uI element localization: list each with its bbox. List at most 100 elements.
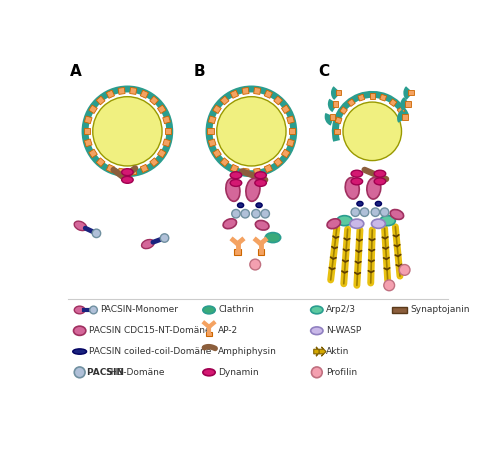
Bar	[206, 331, 212, 336]
Ellipse shape	[226, 178, 240, 202]
Bar	[287, 139, 294, 147]
Ellipse shape	[371, 219, 386, 228]
Bar	[163, 116, 170, 124]
Text: Synaptojanin: Synaptojanin	[410, 305, 470, 314]
Text: Arp2/3: Arp2/3	[326, 305, 356, 314]
Ellipse shape	[265, 233, 281, 243]
Bar	[157, 149, 166, 158]
Ellipse shape	[74, 306, 85, 314]
Bar	[96, 158, 105, 167]
Text: PACSIN coiled-coil-Domäne: PACSIN coiled-coil-Domäne	[89, 347, 211, 356]
Bar	[150, 158, 158, 167]
Polygon shape	[313, 347, 321, 356]
Bar	[258, 249, 264, 254]
Bar	[336, 90, 341, 95]
Bar	[230, 164, 238, 173]
Circle shape	[232, 210, 240, 218]
Bar	[380, 94, 387, 101]
Ellipse shape	[255, 179, 267, 186]
Bar	[348, 99, 355, 107]
Ellipse shape	[255, 172, 267, 179]
Circle shape	[217, 97, 286, 166]
Bar	[208, 116, 216, 124]
Bar	[163, 139, 170, 147]
Bar	[405, 101, 411, 107]
Bar	[254, 168, 261, 175]
Circle shape	[343, 102, 402, 160]
Bar	[335, 117, 342, 124]
Bar	[281, 105, 290, 114]
Bar	[397, 107, 405, 114]
Bar	[208, 128, 214, 135]
Circle shape	[399, 264, 410, 275]
Ellipse shape	[380, 216, 395, 226]
Text: B: B	[194, 64, 205, 79]
Bar	[106, 164, 114, 173]
Ellipse shape	[327, 219, 341, 228]
Bar	[340, 107, 347, 114]
Bar	[358, 94, 365, 101]
Circle shape	[160, 234, 169, 242]
Circle shape	[384, 280, 395, 291]
Bar	[234, 249, 240, 254]
Text: SH3-Domäne: SH3-Domäne	[106, 368, 165, 377]
Bar	[106, 90, 114, 98]
Polygon shape	[319, 347, 326, 356]
Circle shape	[241, 210, 249, 218]
Text: A: A	[71, 64, 82, 79]
Text: Amphiphysin: Amphiphysin	[218, 347, 277, 356]
Bar	[389, 99, 397, 107]
Bar	[408, 90, 414, 95]
Bar	[392, 307, 407, 313]
Text: C: C	[319, 64, 330, 79]
Bar	[213, 105, 221, 114]
Text: Aktin: Aktin	[326, 347, 349, 356]
Bar	[289, 128, 295, 135]
Ellipse shape	[375, 202, 382, 206]
Ellipse shape	[345, 177, 359, 199]
Bar	[242, 87, 249, 94]
Ellipse shape	[246, 178, 260, 202]
Text: PACSIN: PACSIN	[87, 368, 128, 377]
Circle shape	[74, 367, 85, 378]
Bar	[130, 87, 137, 94]
Circle shape	[92, 229, 101, 237]
Ellipse shape	[357, 202, 363, 206]
Ellipse shape	[142, 239, 154, 249]
Bar	[140, 90, 149, 98]
Ellipse shape	[121, 177, 133, 183]
Text: N-WASP: N-WASP	[326, 326, 361, 335]
Text: AP-2: AP-2	[218, 326, 238, 335]
Circle shape	[371, 208, 380, 217]
Bar	[402, 114, 408, 120]
Ellipse shape	[203, 306, 215, 314]
Text: PACSIN-Monomer: PACSIN-Monomer	[100, 305, 178, 314]
Ellipse shape	[237, 203, 243, 208]
Bar	[264, 90, 272, 98]
Ellipse shape	[310, 327, 323, 335]
Bar	[85, 116, 92, 124]
Bar	[89, 149, 97, 158]
Ellipse shape	[256, 203, 262, 208]
Circle shape	[360, 208, 369, 217]
Bar	[230, 90, 238, 98]
Circle shape	[90, 306, 97, 314]
Ellipse shape	[337, 216, 352, 226]
Text: PACSIN CDC15-NT-Domäne: PACSIN CDC15-NT-Domäne	[89, 326, 211, 335]
Bar	[85, 139, 92, 147]
Bar	[96, 96, 105, 105]
Bar	[330, 114, 335, 120]
Bar	[165, 128, 171, 135]
Bar	[208, 139, 216, 147]
Circle shape	[261, 210, 270, 218]
Bar	[242, 168, 249, 175]
Ellipse shape	[351, 170, 363, 177]
Circle shape	[311, 367, 322, 378]
Circle shape	[351, 208, 359, 217]
Circle shape	[381, 208, 389, 217]
Circle shape	[250, 259, 261, 270]
Ellipse shape	[350, 219, 364, 228]
Bar	[274, 158, 282, 167]
Text: Dynamin: Dynamin	[218, 368, 259, 377]
Ellipse shape	[73, 349, 87, 354]
